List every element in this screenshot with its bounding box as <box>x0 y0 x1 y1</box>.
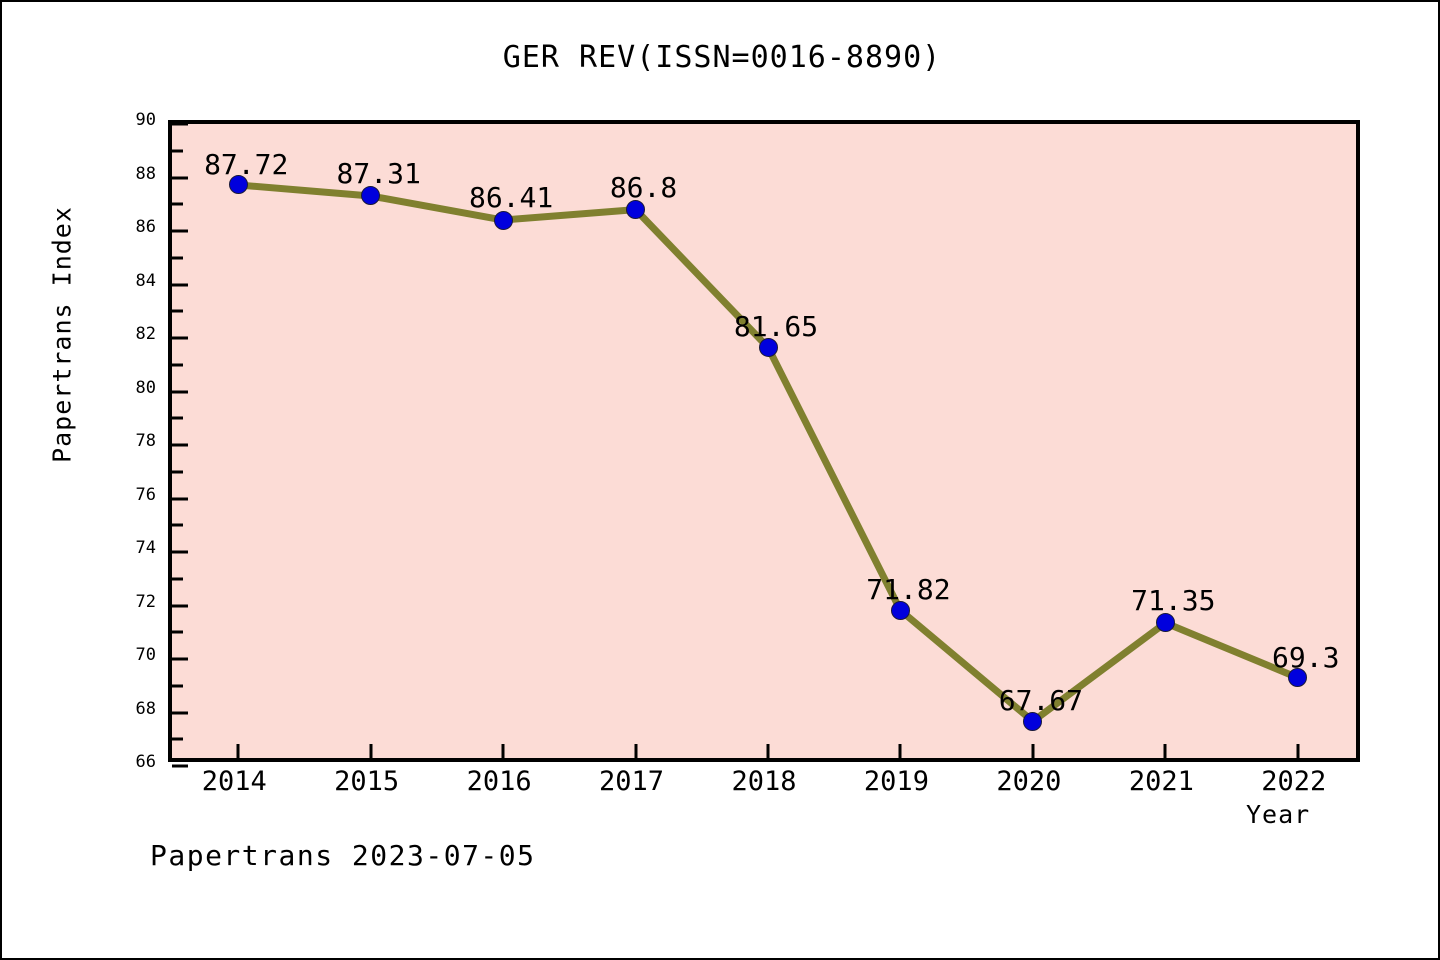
x-axis-tick-label: 2020 <box>996 766 1062 797</box>
y-axis-tick-label: 66 <box>135 752 156 772</box>
x-axis-major-tick <box>634 744 638 758</box>
footer-note: Papertrans 2023-07-05 <box>150 839 536 872</box>
x-axis-major-tick <box>1163 744 1167 758</box>
data-point-label: 86.41 <box>468 181 554 215</box>
y-axis-major-tick <box>172 764 188 768</box>
y-axis-minor-tick <box>172 256 183 260</box>
x-axis-tick-label: 2018 <box>731 766 797 797</box>
y-axis-minor-tick <box>172 737 183 741</box>
data-point[interactable] <box>361 186 381 206</box>
x-axis-major-tick <box>1296 744 1300 758</box>
x-axis-title: Year <box>1246 800 1311 829</box>
y-axis-minor-tick <box>172 202 183 206</box>
y-axis-major-tick <box>172 443 188 447</box>
x-axis-major-tick <box>236 744 240 758</box>
y-axis-minor-tick <box>172 309 183 313</box>
data-point[interactable] <box>1288 668 1308 688</box>
data-point-label: 69.3 <box>1272 640 1340 674</box>
data-point[interactable] <box>1155 613 1175 633</box>
data-point[interactable] <box>493 210 513 230</box>
y-axis-tick-label: 74 <box>135 538 156 558</box>
data-point-label: 86.8 <box>609 170 678 204</box>
y-axis-major-tick <box>172 657 188 661</box>
data-point-label: 71.82 <box>866 573 951 607</box>
chart-title: GER REV(ISSN=0016-8890) <box>502 40 942 75</box>
y-axis-tick-label: 86 <box>135 217 156 237</box>
y-axis-minor-tick <box>172 416 183 420</box>
x-axis-tick-label: 2021 <box>1128 766 1194 797</box>
y-axis-tick-label: 68 <box>135 698 156 719</box>
data-point-label: 87.72 <box>204 147 289 181</box>
x-axis-major-tick <box>898 744 902 758</box>
data-point-label: 67.67 <box>998 684 1084 718</box>
y-axis-major-tick <box>172 550 188 554</box>
y-axis-tick-label: 70 <box>135 645 156 665</box>
y-axis-major-tick <box>172 122 188 126</box>
x-axis-major-tick <box>1031 744 1035 758</box>
data-point[interactable] <box>1023 711 1043 731</box>
data-point[interactable] <box>758 337 778 357</box>
y-axis-tick-label: 84 <box>135 270 156 291</box>
x-axis-major-tick <box>766 744 770 758</box>
y-axis-major-tick <box>172 336 188 340</box>
y-axis-tick-label: 72 <box>135 591 156 612</box>
line-series-path <box>234 181 1302 725</box>
x-axis-tick-label: 2016 <box>466 766 532 797</box>
x-axis-tick-label: 2015 <box>334 766 400 797</box>
y-axis-major-tick <box>172 711 188 714</box>
data-point[interactable] <box>228 175 248 195</box>
y-axis-minor-tick <box>172 363 183 367</box>
y-axis-tick-label: 80 <box>135 377 156 398</box>
y-axis-major-tick <box>172 176 188 179</box>
y-axis-major-tick <box>172 604 188 607</box>
y-axis-tick-label: 90 <box>135 110 156 130</box>
y-axis-tick-label: 76 <box>135 484 156 505</box>
data-point[interactable] <box>626 200 646 220</box>
y-axis-major-tick <box>172 497 188 500</box>
y-axis-tick-label: 82 <box>135 324 156 344</box>
y-axis-major-tick <box>172 283 188 286</box>
y-axis-tick-label: 78 <box>135 431 156 451</box>
x-axis-major-tick <box>501 744 505 758</box>
y-axis-tick-label: 88 <box>135 163 156 184</box>
data-point-label: 81.65 <box>733 310 819 344</box>
x-axis-major-tick <box>369 744 373 758</box>
data-point-label: 71.35 <box>1131 583 1216 617</box>
x-axis-tick-label: 2014 <box>201 766 267 797</box>
y-axis-minor-tick <box>172 577 183 581</box>
data-point-label: 87.31 <box>336 156 421 190</box>
y-axis-major-tick <box>172 229 188 233</box>
data-point[interactable] <box>890 600 910 620</box>
y-axis-minor-tick <box>172 684 183 688</box>
x-axis-tick-label: 2019 <box>863 766 929 797</box>
x-axis-tick-label: 2017 <box>599 766 665 797</box>
line-series-svg <box>234 181 1302 725</box>
plot-inner: 87.72 87.31 86.41 86.8 81.65 71.82 67.67 71.35 6… <box>172 122 1356 768</box>
y-axis-minor-tick <box>172 523 183 527</box>
y-axis-major-tick <box>172 390 188 393</box>
y-axis-minor-tick <box>172 149 183 153</box>
y-axis-minor-tick <box>172 470 183 474</box>
plot-area: 87.72 87.31 86.41 86.8 81.65 71.82 67.67 71.35 6… <box>168 120 1360 768</box>
y-axis-minor-tick <box>172 630 183 634</box>
x-axis-tick-label: 2022 <box>1261 766 1327 797</box>
